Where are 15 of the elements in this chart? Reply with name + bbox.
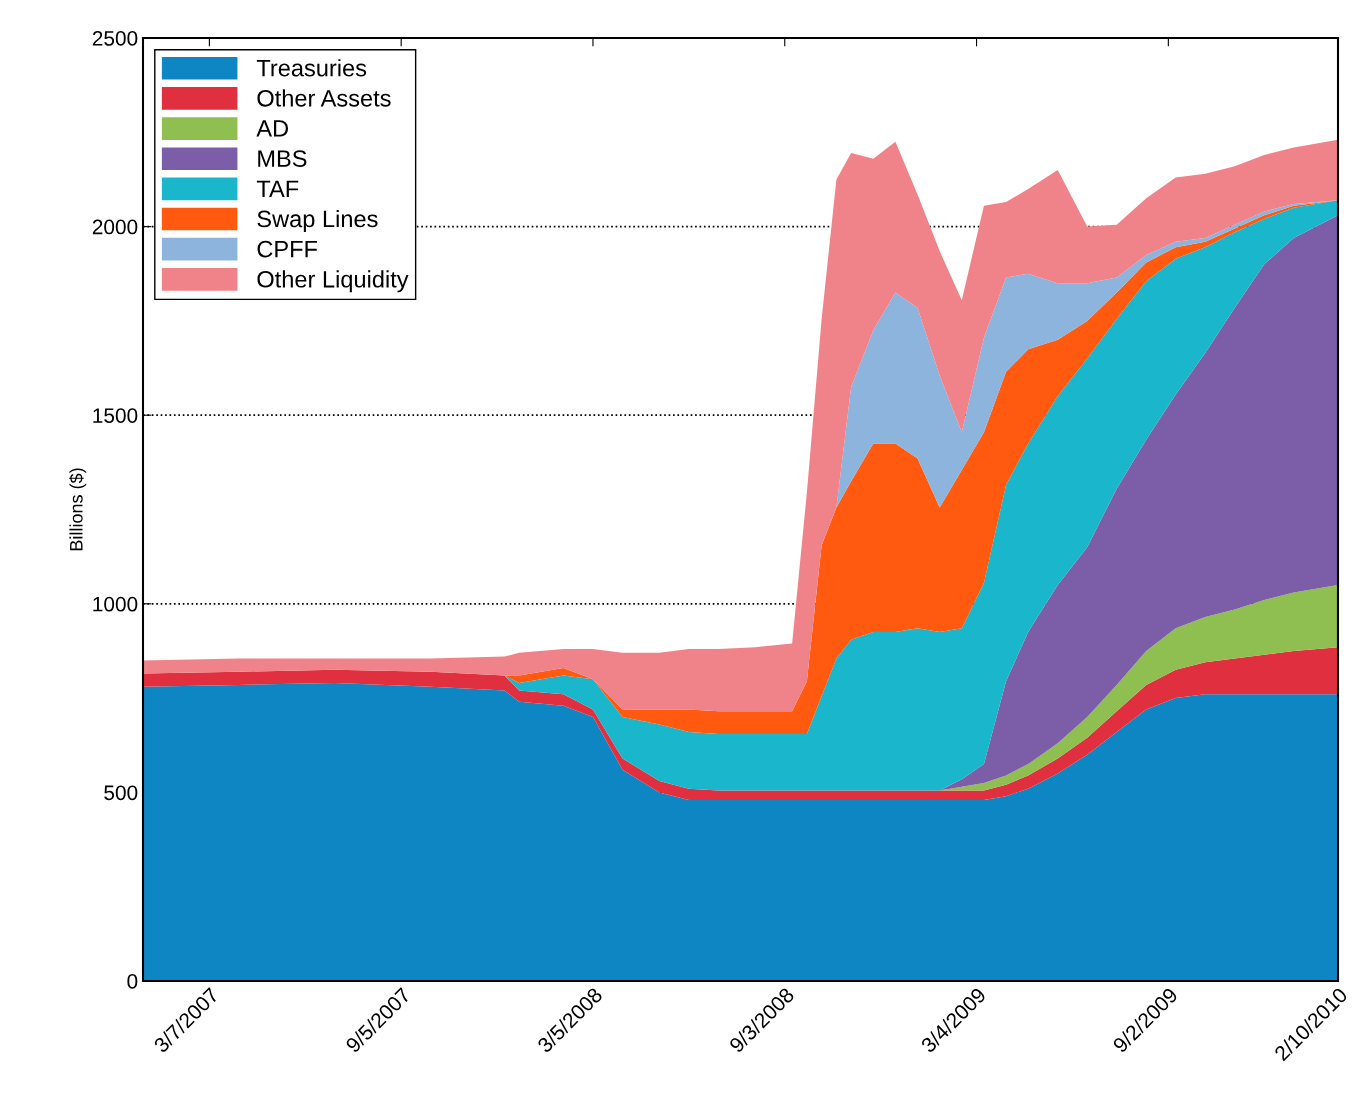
y-axis-title: Billions ($) [69,468,87,551]
y-tick-label: 2000 [92,219,138,235]
y-tick-label: 500 [104,785,138,801]
y-tick-label: 0 [127,974,138,989]
legend-label: Other Liquidity [257,270,409,293]
legend-label: Treasuries [256,59,367,77]
legend-label: MBS [258,150,307,167]
legend-label: Swap Lines [257,209,378,232]
legend-label: CPFF [257,240,318,258]
legend-label: TAF [256,180,299,197]
y-tick-label: 1000 [93,596,138,612]
y-tick-label: 2500 [92,31,138,46]
legend-label: AD [256,120,288,137]
legend-label: Other Assets [257,89,391,107]
y-tick-label: 1500 [93,408,138,423]
